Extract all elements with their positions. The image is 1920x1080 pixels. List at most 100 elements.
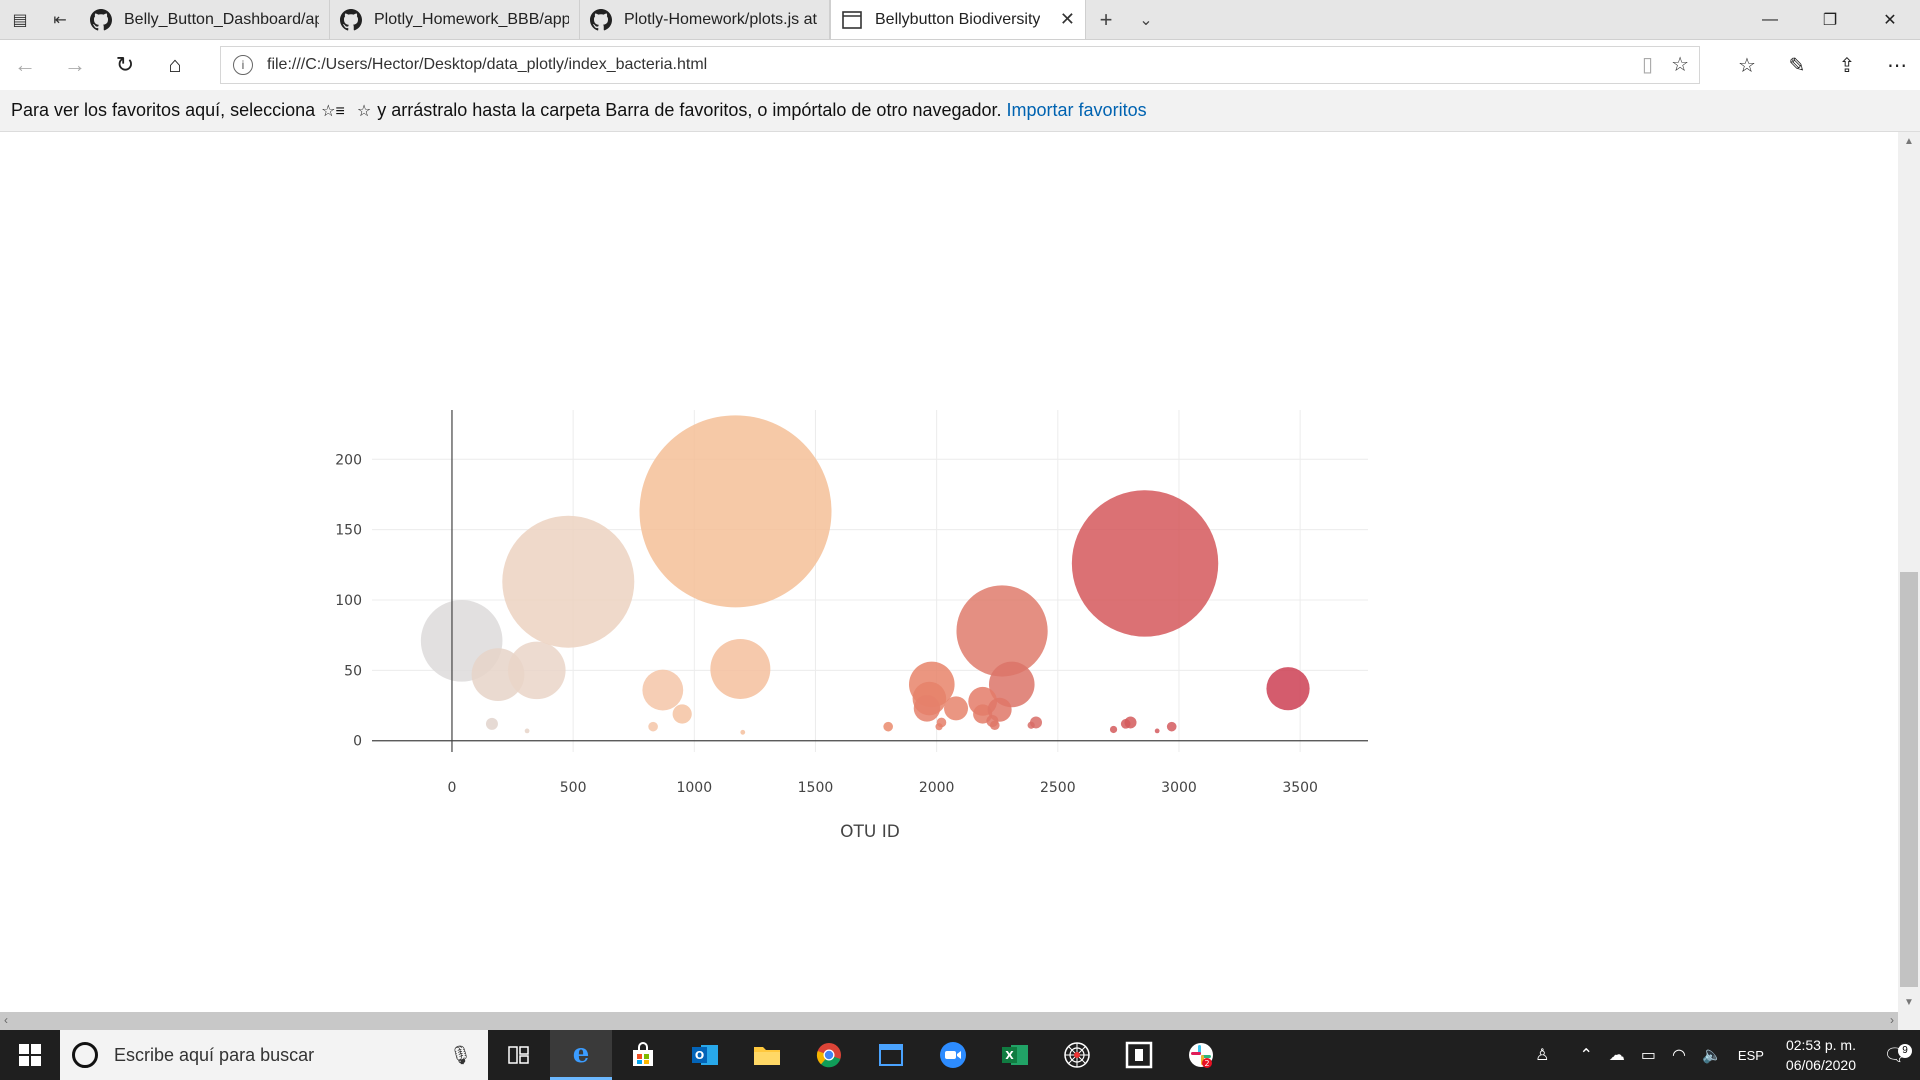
bubble-point[interactable] xyxy=(935,723,943,731)
bubble-point[interactable] xyxy=(883,721,893,732)
bubble-point[interactable] xyxy=(672,704,692,724)
info-icon[interactable]: i xyxy=(233,55,253,75)
clock[interactable]: 02:53 p. m. 06/06/2020 xyxy=(1772,1035,1870,1075)
clock-time: 02:53 p. m. xyxy=(1785,1037,1856,1053)
scroll-down-icon[interactable]: ▼ xyxy=(1904,997,1914,1008)
more-icon[interactable]: ⋯ xyxy=(1887,54,1907,77)
favorites-bar: Para ver los favoritos aquí, selecciona … xyxy=(0,90,1920,132)
bubble-point[interactable] xyxy=(639,415,832,608)
svg-text:e: e xyxy=(573,1040,590,1068)
close-tab-icon[interactable]: ✕ xyxy=(1059,9,1075,29)
home-icon[interactable]: ⌂ xyxy=(168,52,182,77)
bubble-point[interactable] xyxy=(1166,721,1177,732)
address-input[interactable]: i file:///C:/Users/Hector/Desktop/data_p… xyxy=(220,46,1700,84)
reading-view-icon[interactable]: ▯ xyxy=(1642,54,1654,76)
windows-start-icon[interactable] xyxy=(0,1030,60,1080)
chrome-icon[interactable] xyxy=(798,1030,860,1080)
bubble-point[interactable] xyxy=(1120,719,1131,729)
bubble-point[interactable] xyxy=(710,638,771,699)
bubble-point[interactable] xyxy=(990,720,1000,731)
page-icon xyxy=(841,9,863,31)
action-center-icon[interactable]: 🗨 9 xyxy=(1870,1043,1920,1066)
x-tick-label: 3000 xyxy=(1161,780,1197,796)
bubble-point[interactable] xyxy=(913,695,941,722)
bubble-point[interactable] xyxy=(642,669,684,711)
bubble-point[interactable] xyxy=(988,661,1035,708)
x-tick-label: 0 xyxy=(448,780,457,796)
restore-icon[interactable]: ❐ xyxy=(1822,11,1838,29)
close-window-icon[interactable]: ✕ xyxy=(1883,11,1897,29)
favorite-star-icon[interactable]: ☆ xyxy=(1671,54,1689,76)
x-tick-label: 500 xyxy=(560,780,587,796)
bubble-point[interactable] xyxy=(1071,490,1219,637)
excel-icon[interactable]: X xyxy=(984,1030,1046,1080)
tab-2[interactable]: Plotly_Homework_BBB/app. xyxy=(330,0,580,39)
back-icon[interactable]: ← xyxy=(14,52,36,77)
file-explorer-icon[interactable] xyxy=(736,1030,798,1080)
microphone-icon[interactable]: 🎙 xyxy=(449,1044,472,1065)
tab-active[interactable]: Bellybutton Biodiversity ✕ xyxy=(830,0,1086,39)
scrollbar-corner xyxy=(1898,1012,1920,1030)
store-icon[interactable] xyxy=(612,1030,674,1080)
wifi-icon[interactable]: ◠ xyxy=(1672,1047,1686,1064)
slack-icon[interactable]: 2 xyxy=(1170,1030,1232,1080)
bubble-point[interactable] xyxy=(485,717,498,730)
y-tick-label: 200 xyxy=(335,452,362,468)
notification-badge: 9 xyxy=(1898,1043,1912,1058)
tab-1[interactable]: Belly_Button_Dashboard/ap xyxy=(80,0,330,39)
scroll-right-icon[interactable]: › xyxy=(1890,1013,1894,1027)
import-favorites-link[interactable]: Importar favoritos xyxy=(1006,100,1147,120)
bubble-point[interactable] xyxy=(740,729,746,735)
share-icon[interactable]: ⇪ xyxy=(1838,54,1856,77)
address-bar-row: ← → ↻ ⌂ i file:///C:/Users/Hector/Deskto… xyxy=(0,40,1920,90)
bubble-point[interactable] xyxy=(1027,721,1035,729)
tab-3[interactable]: Plotly-Homework/plots.js at xyxy=(580,0,830,39)
show-hidden-icons-chevron-icon[interactable]: ⌃ xyxy=(1579,1047,1593,1064)
tab-manager-icon[interactable]: ▤ xyxy=(12,11,28,29)
tab-bar: ▤ ⇤ Belly_Button_Dashboard/ap Plotly_Hom… xyxy=(0,0,1920,40)
scroll-up-icon[interactable]: ▲ xyxy=(1904,136,1914,147)
bubble-point[interactable] xyxy=(1109,725,1118,734)
tab-1-label: Belly_Button_Dashboard/ap xyxy=(124,10,319,28)
bracket-app-icon[interactable] xyxy=(1108,1030,1170,1080)
set-aside-tabs-icon[interactable]: ⇤ xyxy=(53,11,67,29)
bubble-point[interactable] xyxy=(502,515,635,648)
x-tick-label: 3500 xyxy=(1282,780,1318,796)
bubble-point[interactable] xyxy=(944,696,969,721)
battery-icon[interactable]: ▭ xyxy=(1640,1047,1657,1064)
minimize-icon[interactable]: — xyxy=(1762,10,1778,28)
forward-icon[interactable]: → xyxy=(64,52,86,77)
refresh-icon[interactable]: ↻ xyxy=(115,52,135,77)
bubble-point[interactable] xyxy=(648,721,658,732)
taskbar: Escribe aquí para buscar 🎙 e O X 2 ♙ ⌃ ☁… xyxy=(0,1030,1920,1080)
volume-icon[interactable]: 🔈 xyxy=(1701,1047,1722,1064)
tab-preview-chevron-icon[interactable]: ⌄ xyxy=(1139,11,1153,29)
y-tick-label: 150 xyxy=(335,523,362,539)
scroll-left-icon[interactable]: ‹ xyxy=(4,1013,8,1027)
vertical-scrollbar[interactable]: ▲ ▼ xyxy=(1898,132,1920,1012)
outlook-icon[interactable]: O xyxy=(674,1030,736,1080)
x-tick-label: 2000 xyxy=(919,780,955,796)
window-app-icon[interactable] xyxy=(860,1030,922,1080)
star-icon: ☆ xyxy=(356,102,372,120)
onedrive-cloud-icon[interactable]: ☁ xyxy=(1608,1047,1625,1064)
bubble-point[interactable] xyxy=(956,585,1048,677)
bubble-point[interactable] xyxy=(1154,728,1160,734)
horizontal-scrollbar[interactable]: ‹ › xyxy=(0,1012,1920,1030)
people-icon[interactable]: ♙ xyxy=(1535,1047,1550,1064)
zoom-icon[interactable] xyxy=(922,1030,984,1080)
scroll-thumb[interactable] xyxy=(1900,572,1918,987)
tab-3-label: Plotly-Homework/plots.js at xyxy=(624,10,817,28)
favorites-hub-icon[interactable]: ☆ xyxy=(1738,54,1756,77)
pen-icon[interactable]: ✎ xyxy=(1788,54,1806,77)
taskbar-search[interactable]: Escribe aquí para buscar 🎙 xyxy=(60,1030,488,1080)
edge-icon[interactable]: e xyxy=(550,1030,612,1080)
spider-app-icon[interactable] xyxy=(1046,1030,1108,1080)
bubble-point[interactable] xyxy=(524,728,530,734)
bubble-point[interactable] xyxy=(1266,667,1310,711)
chart-axes: 0 500 1000 1500 2000 2500 3000 3500 0 50 100 150 200 xyxy=(335,410,1368,796)
task-view-icon[interactable] xyxy=(488,1030,550,1080)
language-indicator[interactable]: ESP xyxy=(1737,1047,1764,1063)
bubble-point[interactable] xyxy=(507,641,566,700)
new-tab-icon[interactable]: + xyxy=(1099,6,1113,32)
